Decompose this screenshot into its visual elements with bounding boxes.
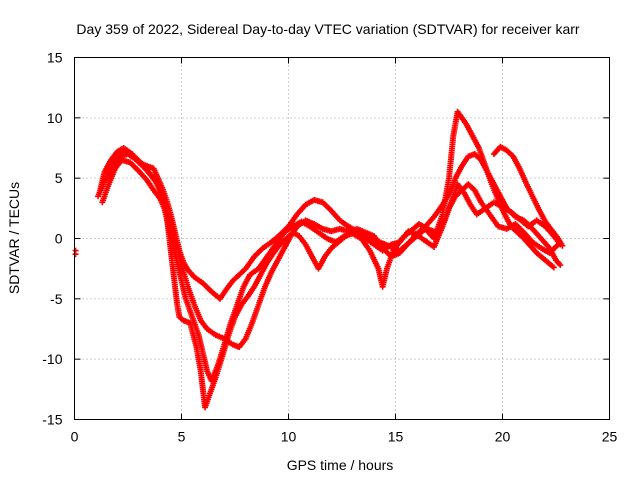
y-tick-label: 15 xyxy=(47,50,63,66)
x-tick-label: 10 xyxy=(281,429,297,445)
series-0 xyxy=(72,247,79,258)
y-tick-label: 0 xyxy=(55,231,63,247)
y-tick-labels: 15 10 5 0 -5 -10 -15 xyxy=(42,50,62,428)
axis-ticks xyxy=(74,57,610,420)
y-tick-label: -5 xyxy=(50,291,63,307)
x-tick-label: 25 xyxy=(602,429,618,445)
x-tick-label: 0 xyxy=(71,429,79,445)
x-tick-label: 5 xyxy=(178,429,186,445)
y-tick-label: -15 xyxy=(42,412,62,428)
data-point xyxy=(557,262,564,269)
data-point xyxy=(550,264,557,271)
x-axis-label: GPS time / hours xyxy=(287,457,394,473)
x-tick-label: 15 xyxy=(388,429,404,445)
x-tick-labels: 0 5 10 15 20 25 xyxy=(71,429,618,445)
data-point xyxy=(559,242,566,249)
y-tick-label: 5 xyxy=(55,170,63,186)
y-tick-label: 10 xyxy=(47,110,63,126)
data-marks xyxy=(72,108,566,411)
chart-title: Day 359 of 2022, Sidereal Day-to-day VTE… xyxy=(76,21,579,37)
x-tick-label: 20 xyxy=(495,429,511,445)
series-4 xyxy=(103,108,557,411)
series-5 xyxy=(490,143,566,249)
y-tick-label: -10 xyxy=(42,351,62,367)
data-point xyxy=(72,251,79,258)
y-axis-label: SDTVAR / TECUs xyxy=(6,182,22,294)
